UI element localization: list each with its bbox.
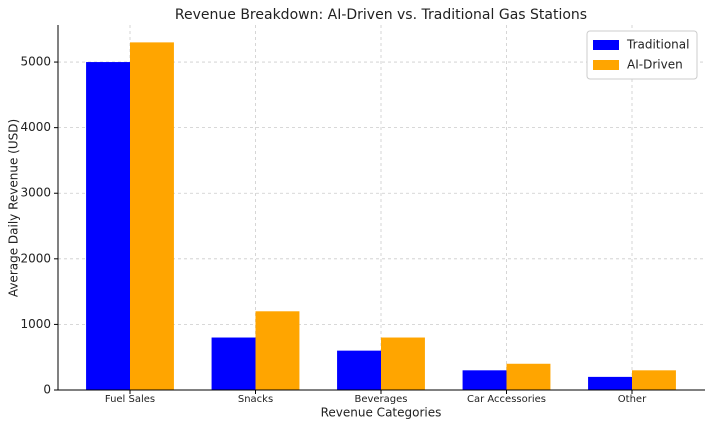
bar: [462, 370, 507, 390]
legend-swatch: [593, 40, 619, 50]
chart-title: Revenue Breakdown: AI-Driven vs. Traditi…: [175, 7, 587, 23]
bar: [632, 370, 676, 390]
x-axis-label: Revenue Categories: [321, 406, 442, 420]
legend-label: Traditional: [626, 38, 689, 52]
bar: [255, 311, 300, 390]
x-tick-label: Snacks: [238, 394, 273, 405]
y-tick-label: 4000: [20, 120, 51, 134]
bar: [381, 337, 425, 390]
x-tick-label: Other: [618, 394, 647, 405]
legend: Traditional AI-Driven: [586, 30, 698, 80]
y-tick-label: 0: [43, 383, 51, 397]
y-tick-label: 5000: [20, 55, 51, 69]
y-tick-label: 2000: [20, 251, 51, 265]
bar: [506, 363, 551, 390]
x-tick-label: Beverages: [354, 394, 407, 405]
legend-label: AI-Driven: [627, 58, 683, 72]
y-axis-label: Average Daily Revenue (USD): [7, 119, 21, 297]
legend-swatch: [593, 60, 619, 70]
y-tick-label: 1000: [20, 317, 51, 331]
x-tick-label: Car Accessories: [467, 394, 546, 405]
bar: [588, 376, 632, 390]
bar: [86, 62, 130, 391]
bar: [130, 42, 174, 390]
bar: [211, 337, 256, 390]
x-tick-label: Fuel Sales: [105, 394, 155, 405]
bar: [337, 350, 381, 390]
y-tick-label: 3000: [20, 186, 51, 200]
